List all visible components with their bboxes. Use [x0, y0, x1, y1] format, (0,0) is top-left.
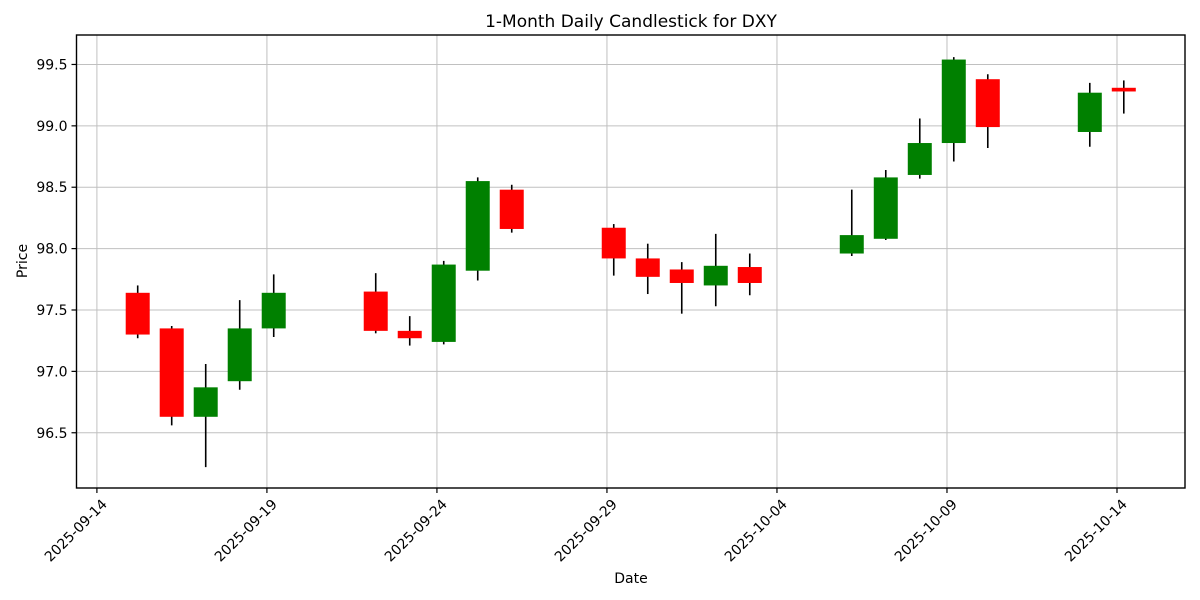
x-axis-label: Date	[614, 571, 647, 587]
candle-body-up	[907, 143, 932, 175]
x-tick-label: 2025-10-09	[892, 497, 961, 566]
y-tick-label: 97.5	[36, 303, 67, 319]
x-tick-label: 2025-09-29	[552, 497, 621, 566]
candle-body-down	[601, 227, 626, 259]
candle-body-down	[975, 79, 1000, 128]
candle-body-up	[193, 387, 218, 417]
candle	[873, 170, 898, 241]
candle	[261, 274, 286, 337]
candle-body-down	[363, 291, 388, 331]
candle	[669, 262, 694, 314]
candle-body-down	[635, 258, 660, 277]
candle	[907, 118, 932, 179]
y-tick-label: 96.5	[36, 426, 67, 442]
grid-layer	[76, 35, 1185, 488]
candle-body-up	[839, 235, 864, 254]
candle	[363, 273, 388, 334]
candle	[397, 316, 422, 346]
candle-body-up	[941, 59, 966, 144]
candle	[193, 364, 218, 468]
candle	[941, 57, 966, 162]
y-tick-label: 98.0	[36, 242, 67, 258]
y-axis-label: Price	[15, 244, 31, 278]
candle	[431, 260, 456, 345]
candle-body-down	[669, 269, 694, 283]
x-tick-label: 2025-10-14	[1062, 496, 1131, 565]
chart-title: 1-Month Daily Candlestick for DXY	[485, 12, 777, 32]
candle-body-up	[227, 328, 252, 382]
y-tick-label: 98.5	[36, 180, 67, 196]
candle	[499, 184, 524, 233]
candle	[703, 233, 728, 307]
candle-body-up	[873, 177, 898, 239]
axes-layer	[75, 34, 1186, 489]
axes-spines	[75, 34, 1186, 489]
candle	[227, 300, 252, 390]
candle	[635, 243, 660, 295]
candle	[125, 285, 150, 339]
candle-body-down	[125, 292, 150, 335]
candle	[159, 325, 184, 426]
y-tick-label: 97.0	[36, 364, 67, 380]
candle-body-up	[465, 181, 490, 271]
candle	[1111, 80, 1136, 114]
x-tick-label: 2025-09-24	[382, 496, 451, 565]
y-tick-label: 99.5	[36, 57, 67, 73]
tick-labels-layer: 96.5 97.0 97.5 98.0 98.5 99.0 99.5 2025-09-14 20…	[36, 57, 1131, 565]
candle	[601, 224, 626, 276]
candle-body-up	[1077, 92, 1102, 132]
candle	[839, 189, 864, 256]
candle-body-up	[703, 265, 728, 286]
candle-body-up	[261, 292, 286, 329]
candle-body-down	[737, 267, 762, 283]
candle-body-down	[1111, 87, 1136, 92]
x-tick-label: 2025-09-19	[212, 497, 281, 566]
candle	[737, 253, 762, 296]
candles-layer	[125, 57, 1136, 468]
candle	[465, 177, 490, 281]
candle	[1077, 82, 1102, 147]
candle-body-down	[159, 328, 184, 417]
candle-body-down	[499, 189, 524, 229]
candle-body-up	[431, 264, 456, 342]
x-tick-label: 2025-10-04	[722, 496, 791, 565]
x-tick-label: 2025-09-14	[42, 496, 111, 565]
y-tick-label: 99.0	[36, 119, 67, 135]
candle	[975, 74, 1000, 148]
candle-body-down	[397, 330, 422, 339]
